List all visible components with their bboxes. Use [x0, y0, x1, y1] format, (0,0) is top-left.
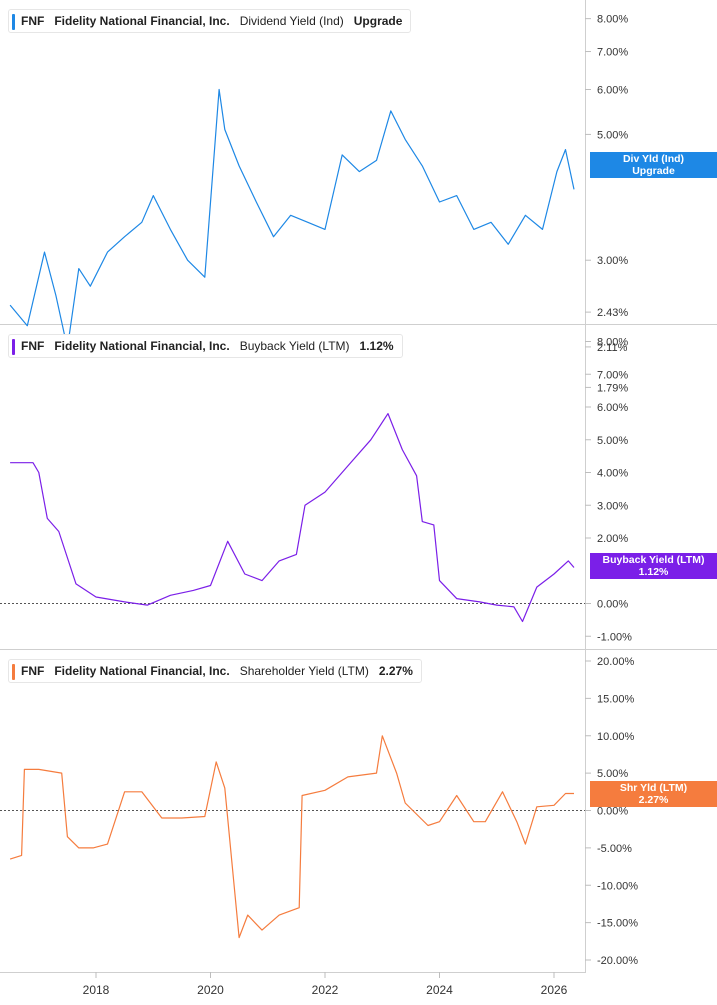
buyback-yield-line — [10, 413, 575, 623]
y-tick-label: 20.00% — [597, 656, 635, 668]
y-tick-label: 5.00% — [597, 435, 628, 447]
legend-company: Fidelity National Financial, Inc. — [54, 339, 230, 353]
shareholder-y-axis: 20.00% 15.00% 10.00% 5.00% 0.00% -5.00% -10.00… — [585, 656, 638, 967]
dividend-value-tag: Div Yld (Ind) Upgrade — [590, 152, 717, 178]
tag-line-1: Buyback Yield (LTM) — [602, 554, 705, 566]
buyback-y-axis: 8.00% 7.00% 6.00% 5.00% 4.00% 3.00% 2.00% 0.00%… — [585, 337, 632, 643]
y-tick-label: 15.00% — [597, 693, 635, 705]
legend-metric: Shareholder Yield (LTM) — [239, 664, 369, 678]
y-tick-label: 8.00% — [597, 14, 628, 26]
y-tick-label: 5.00% — [597, 129, 628, 141]
dividend-legend[interactable]: FNF Fidelity National Financial, Inc. Di… — [8, 9, 412, 33]
x-tick-label: 2024 — [426, 983, 453, 997]
tag-line-2: 2.27% — [638, 794, 669, 806]
legend-value: 2.27% — [378, 664, 413, 678]
y-tick-label: 3.00% — [597, 500, 628, 512]
buyback-legend[interactable]: FNF Fidelity National Financial, Inc. Bu… — [8, 334, 403, 358]
y-tick-label: -10.00% — [597, 880, 638, 892]
shareholder-yield-line — [9, 735, 574, 939]
tag-line-2: 1.12% — [638, 566, 669, 578]
x-tick-label: 2018 — [83, 983, 110, 997]
y-tick-label: 4.00% — [597, 468, 628, 480]
y-tick-label: 3.00% — [597, 255, 628, 267]
legend-color-bar — [12, 14, 15, 30]
x-tick-label: 2022 — [312, 983, 339, 997]
legend-upgrade-link[interactable]: Upgrade — [353, 14, 403, 28]
legend-value: 1.12% — [359, 339, 394, 353]
legend-metric: Buyback Yield (LTM) — [239, 339, 350, 353]
legend-ticker: FNF — [21, 664, 45, 678]
y-tick-label: 8.00% — [597, 337, 628, 349]
y-tick-label: -20.00% — [597, 955, 638, 967]
y-tick-label: 10.00% — [597, 731, 635, 743]
legend-ticker: FNF — [21, 14, 45, 28]
y-tick-label: 0.00% — [597, 806, 628, 818]
dividend-y-axis: 9.00%8.00%7.00%6.00%5.00%3.00%2.43%2.11%… — [585, 14, 628, 394]
legend-company: Fidelity National Financial, Inc. — [54, 664, 230, 678]
y-tick-label: 7.00% — [597, 47, 628, 59]
y-tick-label: 0.00% — [597, 599, 628, 611]
tag-line-1: Shr Yld (LTM) — [619, 782, 688, 794]
y-tick-label: 2.00% — [597, 533, 628, 545]
legend-ticker: FNF — [21, 339, 45, 353]
x-axis: 2018 2020 2022 2024 2026 — [83, 972, 568, 997]
y-tick-label: 6.00% — [597, 402, 628, 414]
x-tick-label: 2026 — [541, 983, 568, 997]
y-tick-label: 2.11% — [597, 342, 628, 354]
y-tick-label: -5.00% — [597, 843, 632, 855]
y-tick-label: 1.79% — [597, 382, 628, 394]
y-tick-label: 6.00% — [597, 85, 628, 97]
tag-line-1: Div Yld (Ind) — [622, 153, 685, 165]
dividend-yield-line — [9, 88, 575, 349]
tag-line-2: Upgrade — [632, 165, 675, 177]
legend-color-bar — [12, 339, 15, 355]
x-tick-label: 2020 — [197, 983, 224, 997]
legend-company: Fidelity National Financial, Inc. — [54, 14, 230, 28]
y-tick-label: 2.43% — [597, 307, 628, 319]
legend-metric: Dividend Yield (Ind) — [239, 14, 344, 28]
buyback-value-tag: Buyback Yield (LTM) 1.12% — [590, 553, 717, 579]
y-tick-label: -15.00% — [597, 918, 638, 930]
y-tick-label: 7.00% — [597, 369, 628, 381]
y-tick-label: -1.00% — [597, 631, 632, 643]
y-tick-label: 5.00% — [597, 768, 628, 780]
shareholder-value-tag: Shr Yld (LTM) 2.27% — [590, 781, 717, 807]
legend-color-bar — [12, 664, 15, 680]
shareholder-legend[interactable]: FNF Fidelity National Financial, Inc. Sh… — [8, 659, 422, 683]
